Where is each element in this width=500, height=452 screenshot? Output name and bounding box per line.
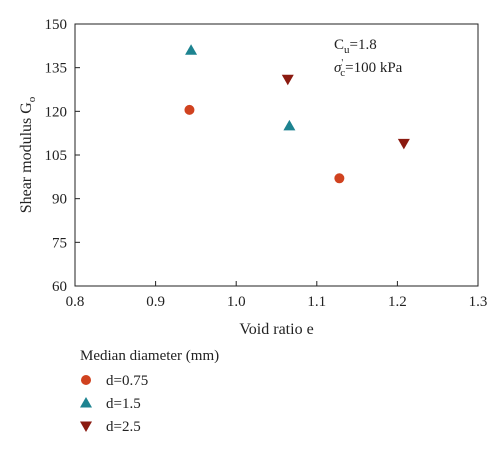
data-point-triangle-up [185, 44, 198, 55]
legend-label: d=1.5 [106, 396, 141, 412]
annotation-sigma-symbol: σ [334, 60, 342, 76]
legend-title: Median diameter (mm) [80, 348, 219, 364]
data-point-circle [184, 104, 195, 115]
legend-marker-triangle-up [80, 397, 92, 408]
y-axis-title-sub: o [26, 96, 38, 102]
y-tick-label: 75 [52, 235, 67, 251]
y-axis-title-main: Shear modulus G [18, 102, 35, 214]
x-tick-label: 0.9 [146, 294, 165, 310]
x-tick-label: 1.3 [469, 294, 488, 310]
y-tick-label: 120 [45, 104, 68, 120]
y-tick-label: 135 [45, 61, 68, 77]
data-point-triangle-up [283, 119, 296, 131]
annotation-cu-value: =1.8 [350, 37, 377, 53]
x-tick-label: 1.1 [307, 294, 326, 310]
annotation-sigma-value: =100 kPa [345, 60, 403, 76]
annotation-sigma-sub: c [340, 67, 345, 79]
x-axis-title: Void ratio e [239, 321, 313, 338]
legend-label: d=0.75 [106, 373, 148, 389]
plot-frame [74, 23, 479, 287]
y-tick-label: 105 [45, 148, 68, 164]
y-axis-title: Shear modulus Go [18, 96, 38, 213]
annotation-cu-symbol: C [334, 37, 344, 53]
annotation-cu: Cu=1.8 [334, 37, 377, 56]
y-tick-label: 90 [52, 192, 67, 208]
data-point-triangle-down [397, 138, 410, 150]
annotation-sigma: σ' c=100 kPa [334, 58, 403, 79]
x-tick-label: 0.8 [66, 294, 85, 310]
legend-marker-circle [81, 375, 91, 385]
legend-label: d=2.5 [106, 419, 141, 435]
data-point-triangle-down [281, 74, 294, 86]
x-tick-label: 1.0 [227, 294, 246, 310]
x-tick-label: 1.2 [388, 294, 407, 310]
annotation-sigma-sup: ' [341, 58, 343, 69]
y-tick-label: 150 [45, 17, 68, 33]
annotation-cu-sub: u [344, 44, 350, 56]
data-point-circle [334, 173, 345, 184]
legend-marker-triangle-down [80, 421, 92, 432]
y-tick-label: 60 [52, 279, 67, 295]
